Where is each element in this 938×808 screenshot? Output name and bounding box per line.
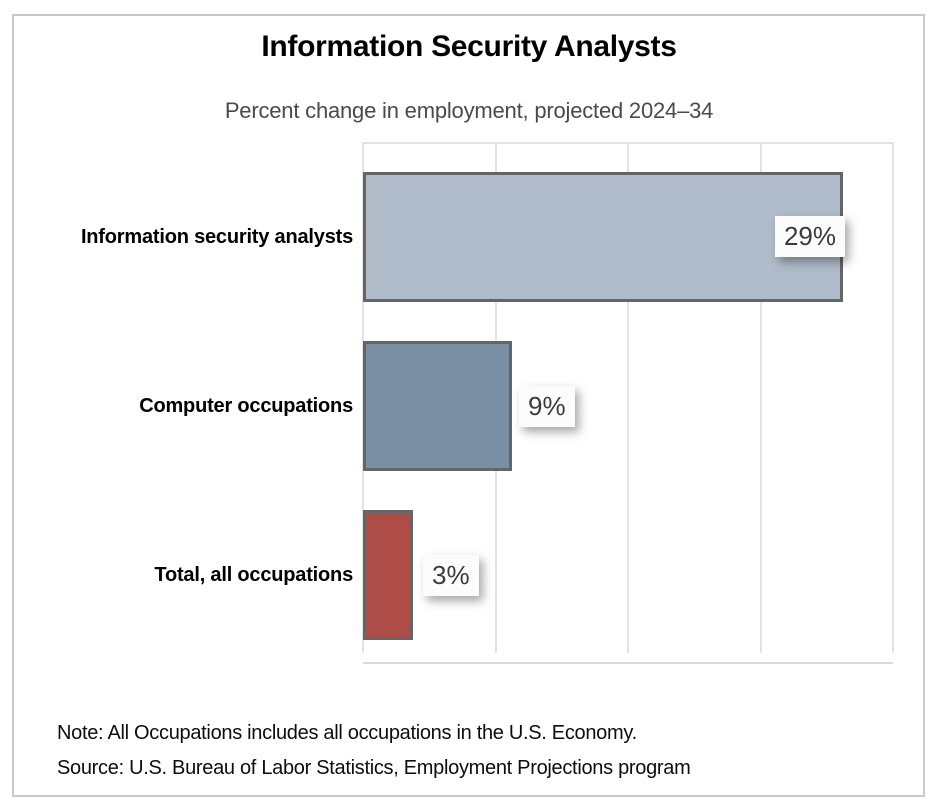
value-label-total-all-occupations: 3% [423,555,479,596]
bar-information-security-analysts [363,172,844,302]
x-axis-line [363,662,893,664]
footer-note: Note: All Occupations includes all occup… [57,722,637,744]
category-label-computer-occupations: Computer occupations [139,395,353,417]
category-label-total-all-occupations: Total, all occupations [154,564,353,586]
category-label-information-security-analysts: Information security analysts [80,226,353,248]
footer-source: Source: U.S. Bureau of Labor Statistics,… [57,757,691,779]
gridline [759,142,762,653]
chart-title: Information Security Analysts [261,30,677,63]
bar-total-all-occupations [363,510,413,640]
gridline [627,142,629,653]
chart-subtitle: Percent change in employment, projected … [224,98,714,123]
value-label-computer-occupations: 9% [519,386,575,427]
bar-computer-occupations [363,341,513,471]
value-label-information-security-analysts: 29% [774,216,845,257]
plot-area: 29% 9% 3% [362,142,894,653]
gridline [892,142,894,653]
